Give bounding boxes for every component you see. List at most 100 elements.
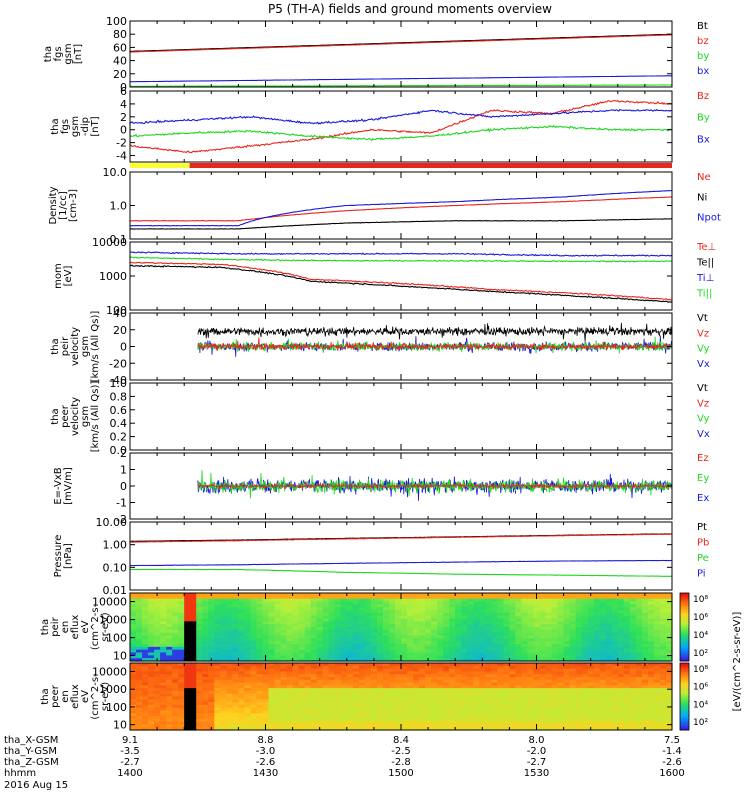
heatmap-cell	[413, 668, 420, 672]
heatmap-cell	[214, 688, 221, 692]
heatmap-cell	[310, 658, 318, 662]
heatmap-cell	[479, 704, 486, 709]
heatmap-cell	[635, 632, 643, 637]
heatmap-cell	[346, 641, 354, 645]
heatmap-cell	[208, 724, 215, 728]
heatmap-cell	[497, 624, 504, 628]
heatmap-cell	[617, 604, 625, 608]
heatmap-cell	[322, 679, 330, 684]
heatmap-cell	[382, 649, 390, 654]
heatmap-cell	[310, 638, 318, 642]
heatmap-cell	[364, 696, 372, 700]
heatmap-cell	[226, 693, 233, 698]
heatmap-cell	[328, 699, 336, 703]
heatmap-cell	[226, 674, 233, 678]
heatmap-cell	[196, 676, 203, 681]
heatmap-cell	[575, 721, 583, 726]
heatmap-cell	[274, 704, 282, 709]
heatmap-cell	[581, 688, 589, 692]
heatmap-cell	[545, 718, 553, 723]
heatmap-cell	[388, 679, 396, 684]
heatmap-cell	[401, 629, 408, 634]
heatmap-cell	[443, 627, 450, 631]
heatmap-cell	[623, 679, 631, 684]
heatmap-cell	[539, 699, 547, 703]
heatmap-cell	[202, 713, 209, 717]
heatmap-cell	[509, 598, 517, 603]
heatmap-cell	[214, 649, 221, 654]
heatmap-cell	[346, 690, 354, 695]
heatmap-cell	[431, 612, 438, 617]
heatmap-cell	[557, 604, 565, 608]
heatmap-cell	[449, 707, 456, 712]
heatmap-cell	[238, 621, 246, 625]
heatmap-cell	[569, 658, 577, 662]
heatmap-cell	[641, 632, 649, 637]
heatmap-cell	[581, 629, 589, 634]
heatmap-cell	[539, 607, 547, 611]
heatmap-cell	[473, 721, 480, 726]
heatmap-cell	[623, 671, 631, 675]
heatmap-cell	[130, 615, 137, 620]
heatmap-cell	[196, 716, 203, 720]
heatmap-cell	[485, 632, 492, 637]
heatmap-cell	[593, 663, 601, 667]
heatmap-cell	[467, 699, 474, 703]
heatmap-cell	[304, 685, 312, 689]
heatmap-cell	[503, 696, 510, 700]
heatmap-cell	[310, 607, 318, 611]
heatmap-cell	[575, 627, 583, 631]
heatmap-cell	[232, 671, 239, 675]
heatmap-cell	[617, 663, 625, 667]
heatmap-cell	[605, 676, 613, 681]
heatmap-cell	[491, 658, 498, 662]
heatmap-cell	[388, 704, 396, 709]
heatmap-cell	[394, 618, 402, 622]
heatmap-cell	[364, 629, 372, 634]
heatmap-cell	[521, 655, 529, 659]
heatmap-cell	[214, 696, 221, 700]
heatmap-cell	[262, 713, 270, 717]
heatmap-cell	[334, 721, 342, 726]
heatmap-cell	[304, 696, 312, 700]
heatmap-cell	[521, 652, 529, 656]
heatmap-cell	[551, 704, 559, 709]
heatmap-cell	[304, 679, 312, 684]
heatmap-cell	[641, 704, 649, 709]
heatmap-cell	[352, 707, 360, 712]
heatmap-cell	[292, 604, 300, 608]
heatmap-cell	[154, 644, 161, 648]
heatmap-cell	[190, 641, 197, 645]
heatmap-cell	[214, 627, 221, 631]
heatmap-cell	[340, 674, 348, 678]
heatmap-cell	[539, 646, 547, 651]
heatmap-cell	[232, 612, 239, 617]
heatmap-cell	[509, 704, 517, 709]
heatmap-cell	[142, 699, 149, 703]
heatmap-cell	[401, 604, 408, 608]
heatmap-cell	[413, 679, 420, 684]
series-line-Ni	[129, 218, 673, 230]
heatmap-cell	[166, 644, 173, 648]
heatmap-cell	[557, 704, 565, 709]
heatmap-cell	[617, 668, 625, 672]
heatmap-cell	[653, 610, 661, 614]
heatmap-cell	[587, 688, 595, 692]
heatmap-cell	[322, 702, 330, 706]
heatmap-cell	[286, 668, 294, 672]
heatmap-cell	[485, 658, 492, 662]
heatmap-cell	[322, 624, 330, 628]
heatmap-cell	[214, 724, 221, 728]
heatmap-cell	[581, 668, 589, 672]
heatmap-cell	[593, 713, 601, 717]
heatmap-cell	[148, 679, 155, 684]
heatmap-cell	[527, 663, 535, 667]
heatmap-cell	[352, 610, 360, 614]
heatmap-cell	[515, 724, 523, 728]
heatmap-cell	[653, 676, 661, 681]
heatmap-cell	[437, 704, 444, 709]
heatmap-cell	[587, 635, 595, 639]
heatmap-cell	[431, 707, 438, 712]
heatmap-cell	[280, 702, 288, 706]
heatmap-cell	[166, 710, 173, 714]
